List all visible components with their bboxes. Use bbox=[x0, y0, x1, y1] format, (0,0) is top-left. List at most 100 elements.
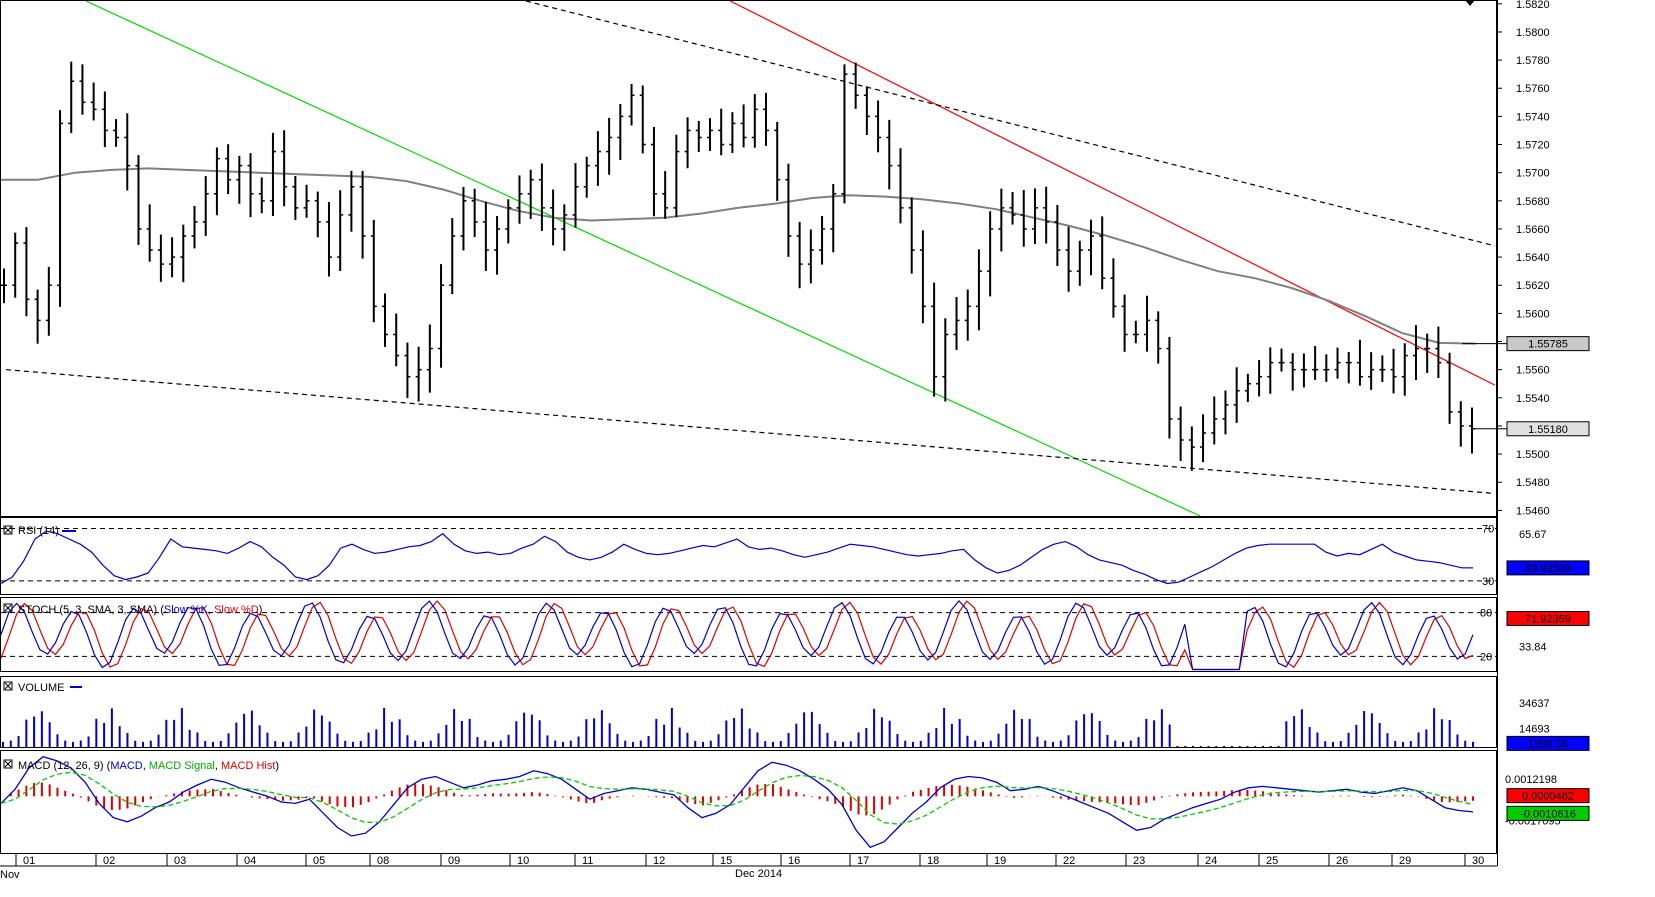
ohlc-bar bbox=[516, 175, 523, 224]
date-tick-label: 04 bbox=[244, 855, 256, 867]
ohlc-bar bbox=[774, 121, 781, 201]
ohlc-bar bbox=[1356, 339, 1363, 386]
ohlc-bar bbox=[931, 282, 938, 397]
ohlc-bar bbox=[1076, 240, 1083, 286]
moving-average-line bbox=[1, 167, 1477, 345]
macd-line-label: MACD bbox=[110, 760, 142, 772]
macd-signal-label: MACD Signal bbox=[149, 760, 215, 772]
date-tick-label: 16 bbox=[788, 855, 800, 867]
price-tick-label: 1.5700 bbox=[1516, 168, 1550, 180]
ohlc-bar bbox=[471, 188, 478, 238]
ohlc-bar bbox=[1244, 373, 1251, 402]
ohlc-bar bbox=[841, 64, 848, 204]
ohlc-bar bbox=[908, 197, 915, 274]
ohlc-bar bbox=[718, 108, 725, 156]
volume-value-text: 1269.36 bbox=[1528, 738, 1568, 750]
stoch-value-text: 71.92359 bbox=[1525, 613, 1571, 625]
date-tick-label: 03 bbox=[174, 855, 186, 867]
rsi-close-box-icon bbox=[3, 525, 13, 535]
ohlc-bar bbox=[684, 117, 691, 169]
ohlc-bar bbox=[1278, 348, 1285, 372]
ohlc-bar bbox=[337, 190, 344, 272]
ohlc-bar bbox=[1099, 216, 1106, 290]
ohlc-bar bbox=[796, 221, 803, 289]
price-tick-label: 1.5780 bbox=[1516, 55, 1550, 67]
stoch-level-label: 20 bbox=[1480, 651, 1492, 663]
ohlc-bar bbox=[1144, 295, 1151, 352]
stochastic-panel: 80 20 33.84 71.92359 bbox=[0, 599, 1590, 671]
ohlc-bar bbox=[325, 201, 332, 277]
date-tick-label: 05 bbox=[313, 855, 325, 867]
date-axis: 01 02 03 04 05 08 09 10 11 12 15 16 17 18 19 22 23 24 25 26… bbox=[0, 853, 1497, 881]
ohlc-bar bbox=[213, 147, 220, 216]
price-tick-label: 1.5480 bbox=[1516, 477, 1550, 489]
ohlc-bar bbox=[415, 346, 422, 402]
ohlc-bar bbox=[740, 104, 747, 148]
ohlc-bar bbox=[57, 110, 64, 307]
ohlc-bar bbox=[1334, 347, 1341, 379]
volume-close-box-icon bbox=[3, 681, 13, 691]
ohlc-bar bbox=[1121, 294, 1128, 352]
ohlc-bar bbox=[45, 266, 52, 336]
ohlc-bar bbox=[886, 119, 893, 190]
macd-frame bbox=[0, 750, 1497, 854]
ohlc-bar bbox=[1300, 353, 1307, 388]
ohlc-bar bbox=[1312, 346, 1319, 380]
price-tick-label: 1.5740 bbox=[1516, 111, 1550, 123]
price-tick-label: 1.5640 bbox=[1516, 252, 1550, 264]
svg-text:STOCH (5, 3, SMA, 3, SMA): STOCH (5, 3, SMA, 3, SMA) (Slow %K, Slow… bbox=[18, 604, 262, 616]
ohlc-bar bbox=[370, 219, 377, 323]
ohlc-bar bbox=[68, 61, 75, 134]
ohlc-bar bbox=[785, 163, 792, 257]
ohlc-bar bbox=[830, 184, 837, 253]
ohlc-bar bbox=[998, 188, 1005, 252]
rsi-title: RSI (14) bbox=[18, 525, 59, 537]
ohlc-bar bbox=[292, 175, 299, 221]
date-tick-label: 02 bbox=[103, 855, 115, 867]
ohlc-bar bbox=[146, 204, 153, 262]
macd-signal-value-text: -0.0010616 bbox=[1520, 808, 1576, 820]
ohlc-bar bbox=[550, 189, 557, 246]
macd-signal-value-box bbox=[1506, 805, 1590, 821]
ohlc-bar bbox=[1469, 407, 1475, 454]
last-price-box: 1.55180 bbox=[1506, 421, 1590, 437]
rsi-frame bbox=[0, 517, 1497, 595]
ohlc-bar bbox=[1043, 186, 1050, 244]
volume-title: VOLUME bbox=[18, 682, 64, 694]
stoch-tick-label: 33.84 bbox=[1519, 641, 1547, 653]
panel-titles: RSI (14) STOCH (5, 3, SMA, 3, SMA) (Slow… bbox=[18, 525, 279, 772]
ohlc-bar bbox=[538, 163, 545, 232]
ohlc-bar bbox=[919, 230, 926, 324]
ohlc-bar bbox=[1200, 414, 1207, 463]
ohlc-bar bbox=[494, 216, 501, 275]
price-tick-label: 1.5820 bbox=[1516, 0, 1550, 11]
ohlc-bar bbox=[348, 170, 355, 232]
ohlc-bar bbox=[1345, 352, 1352, 384]
price-tick-label: 1.5460 bbox=[1516, 505, 1550, 517]
ohlc-bar bbox=[303, 184, 310, 218]
volume-tick-label: 14693 bbox=[1519, 723, 1550, 735]
last-price-box-text: 1.55180 bbox=[1528, 424, 1568, 436]
ohlc-bar bbox=[404, 342, 411, 399]
ohlc-bar bbox=[1211, 396, 1218, 445]
ohlc-bar bbox=[751, 94, 758, 148]
ohlc-bar bbox=[1009, 191, 1016, 225]
price-tick-label: 1.5760 bbox=[1516, 83, 1550, 95]
ohlc-bar bbox=[1132, 320, 1139, 344]
ohlc-bar bbox=[393, 313, 400, 367]
price-tick-label: 1.5800 bbox=[1516, 27, 1550, 39]
date-tick-label: 15 bbox=[720, 855, 732, 867]
rsi-tick-label: 65.67 bbox=[1519, 529, 1547, 541]
price-tick-label: 1.5680 bbox=[1516, 196, 1550, 208]
svg-text:MACD (12, 26, 9) (MACD,: MACD (12, 26, 9) (MACD, MACD Signal, MAC… bbox=[18, 760, 279, 772]
date-tick-label: 30 bbox=[1472, 855, 1484, 867]
ohlc-bar bbox=[1054, 204, 1061, 266]
date-tick-label: 29 bbox=[1399, 855, 1411, 867]
ohlc-bar bbox=[90, 82, 97, 121]
ohlc-bar bbox=[113, 119, 120, 147]
ohlc-bar bbox=[460, 186, 467, 251]
ohlc-bar bbox=[269, 132, 276, 217]
ma-value-box: 1.55785 bbox=[1506, 336, 1590, 352]
